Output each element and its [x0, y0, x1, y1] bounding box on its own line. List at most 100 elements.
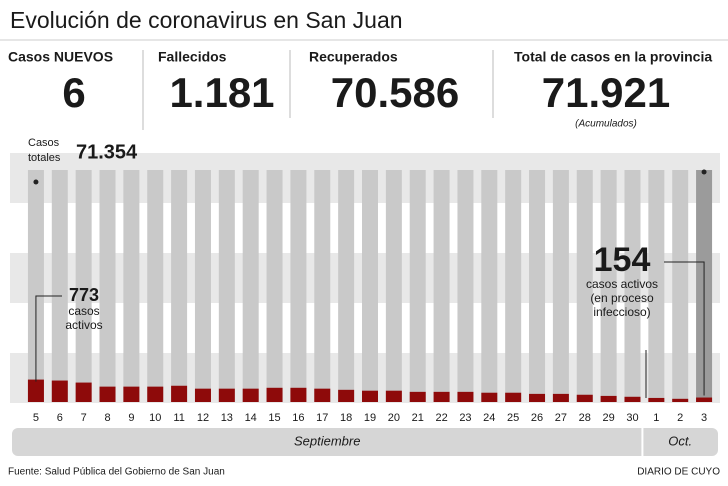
column — [27, 170, 44, 402]
x-tick-label: 10 — [149, 412, 161, 424]
bar — [362, 390, 378, 402]
x-tick-label: 16 — [292, 412, 304, 424]
note: casos activos — [586, 277, 658, 291]
column — [600, 170, 617, 402]
bar — [51, 380, 68, 402]
bar — [529, 393, 546, 402]
total-label: Casos — [28, 137, 60, 149]
stat-value: 70.586 — [331, 69, 459, 116]
stat-label: Fallecidos — [158, 49, 227, 65]
bar — [194, 388, 211, 402]
column — [147, 170, 164, 402]
bar — [27, 379, 44, 402]
bar — [672, 398, 689, 402]
x-tick-label: 26 — [531, 412, 543, 424]
x-tick-label: 11 — [173, 412, 184, 424]
bar — [147, 386, 164, 402]
bar — [385, 390, 402, 402]
column — [457, 170, 474, 402]
column — [362, 170, 378, 402]
bar — [290, 387, 307, 402]
note: (en proceso — [590, 291, 654, 305]
column — [242, 170, 259, 402]
column — [194, 170, 211, 402]
column — [218, 170, 235, 402]
source: Fuente: Salud Pública del Gobierno de Sa… — [8, 467, 225, 478]
x-tick-label: 1 — [653, 412, 659, 424]
stat-value: 1.181 — [169, 69, 274, 116]
stat-value: 6 — [62, 69, 85, 116]
bar — [552, 393, 569, 402]
marker-dot — [33, 179, 39, 185]
x-tick-label: 20 — [388, 412, 400, 424]
stat-label: Casos NUEVOS — [8, 49, 113, 65]
total-value: 71.354 — [76, 141, 138, 163]
x-tick-label: 13 — [221, 412, 233, 424]
column — [648, 170, 665, 402]
bar — [457, 391, 474, 402]
x-tick-label: 5 — [33, 412, 39, 424]
x-tick-label: 12 — [197, 412, 209, 424]
note: infeccioso) — [593, 305, 650, 319]
column — [290, 170, 307, 402]
column — [266, 170, 283, 402]
stat-note: (Acumulados) — [575, 119, 637, 130]
x-tick-label: 8 — [104, 412, 110, 424]
bar — [433, 391, 450, 402]
value-label: 154 — [594, 241, 651, 279]
x-tick-label: 15 — [268, 412, 280, 424]
column — [385, 170, 402, 402]
bar — [505, 392, 522, 402]
column — [624, 170, 641, 402]
bar — [123, 386, 140, 402]
x-tick-label: 29 — [602, 412, 614, 424]
note: casos — [68, 304, 99, 318]
title: Evolución de coronavirus en San Juan — [10, 7, 403, 33]
bar — [242, 388, 259, 402]
column — [505, 170, 522, 402]
month-band — [12, 428, 718, 456]
x-tick-label: 24 — [483, 412, 495, 424]
stat-label: Recuperados — [309, 49, 398, 65]
column — [99, 170, 116, 402]
x-tick-label: 28 — [579, 412, 591, 424]
stat-label: Total de casos en la provincia — [514, 49, 712, 65]
month-label: Septiembre — [294, 433, 360, 448]
x-tick-label: 21 — [412, 412, 424, 424]
bar — [218, 388, 235, 402]
bar — [338, 389, 355, 402]
bar — [481, 392, 498, 402]
column — [672, 170, 689, 402]
x-tick-label: 25 — [507, 412, 519, 424]
x-tick-label: 9 — [128, 412, 134, 424]
column — [529, 170, 546, 402]
month-label: Oct. — [668, 433, 692, 448]
leader-line — [35, 295, 62, 382]
column — [433, 170, 450, 402]
column — [338, 170, 355, 402]
x-tick-label: 6 — [57, 412, 63, 424]
bar — [576, 394, 593, 402]
marker-dot — [701, 169, 707, 175]
bar — [624, 396, 641, 402]
x-tick-label: 14 — [245, 412, 257, 424]
bar — [75, 382, 92, 402]
x-tick-label: 30 — [626, 412, 638, 424]
bar — [696, 397, 713, 402]
leader-line — [664, 261, 705, 396]
column — [552, 170, 569, 402]
x-tick-label: 2 — [677, 412, 683, 424]
bar — [314, 388, 331, 402]
x-tick-label: 22 — [435, 412, 447, 424]
x-tick-label: 3 — [701, 412, 707, 424]
column — [171, 170, 188, 402]
column — [481, 170, 498, 402]
total-label: totales — [28, 152, 61, 164]
stat-value: 71.921 — [542, 69, 670, 116]
x-tick-label: 27 — [555, 412, 567, 424]
column — [314, 170, 331, 402]
brand: DIARIO DE CUYO — [637, 467, 720, 478]
x-tick-label: 7 — [81, 412, 87, 424]
bar — [171, 385, 188, 402]
